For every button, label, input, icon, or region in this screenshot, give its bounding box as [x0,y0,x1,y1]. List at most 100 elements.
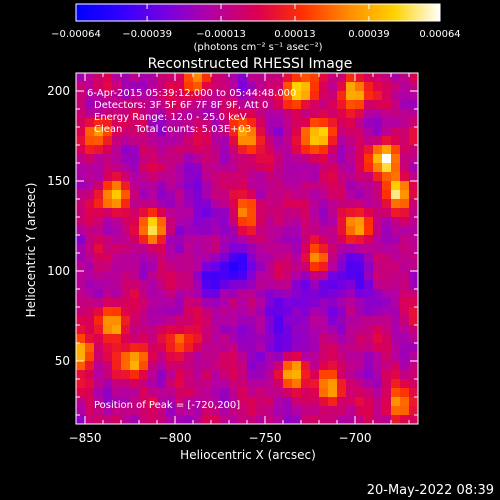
heatmap-cell [121,118,131,128]
heatmap-cell [328,136,338,146]
heatmap-cell [337,415,347,424]
heatmap-cell [256,271,266,281]
heatmap-cell [337,370,347,380]
heatmap-cell [382,190,392,200]
heatmap-cell [346,289,356,299]
peak-position-text: Position of Peak = [-720,200] [94,400,240,411]
heatmap-cell [175,136,185,146]
heatmap-cell [337,199,347,209]
heatmap-cell [130,172,140,182]
heatmap-cell [193,370,203,380]
heatmap-cell [364,325,374,335]
heatmap-cell [247,136,257,146]
heatmap-cell [247,199,257,209]
heatmap-cell [121,235,131,245]
heatmap-cell [355,298,365,308]
heatmap-cell [301,307,311,317]
heatmap-cell [301,190,311,200]
heatmap-cell [211,136,221,146]
heatmap-cell [202,154,212,164]
heatmap-cell [112,190,122,200]
heatmap-cell [193,181,203,191]
heatmap-cell [130,343,140,353]
heatmap-cell [220,361,230,371]
heatmap-cell [328,208,338,218]
heatmap-cell [220,343,230,353]
heatmap-cell [211,379,221,389]
heatmap-cell [310,370,320,380]
heatmap-cell [292,208,302,218]
heatmap-cell [238,307,248,317]
heatmap-cell [112,91,122,101]
heatmap-cell [193,208,203,218]
heatmap-cell [247,82,257,92]
heatmap-cell [355,136,365,146]
heatmap-cell [130,271,140,281]
heatmap-cell [130,100,140,110]
heatmap-cell [175,406,185,416]
heatmap-cell [400,199,410,209]
colorbar-tick-label: 0.00039 [348,29,389,40]
heatmap-cell [292,352,302,362]
heatmap-cell [292,199,302,209]
heatmap-cell [166,253,176,263]
heatmap-cell [112,136,122,146]
heatmap-cell [157,136,167,146]
heatmap-cell [319,406,329,416]
heatmap-cell [175,271,185,281]
heatmap-cell [310,199,320,209]
heatmap-cell [85,388,95,398]
heatmap-cell [85,100,95,110]
heatmap-cell [373,325,383,335]
heatmap-cell [346,82,356,92]
heatmap-cell [364,361,374,371]
heatmap-cell [76,181,86,191]
heatmap-cell [85,109,95,119]
heatmap-cell [139,244,149,254]
heatmap-cell [211,190,221,200]
heatmap-cell [184,325,194,335]
heatmap-cell [112,199,122,209]
heatmap-cell [301,172,311,182]
heatmap-cell [202,244,212,254]
heatmap-cell [319,415,329,424]
heatmap-cell [139,163,149,173]
heatmap-cell [76,217,86,227]
heatmap-cell [346,172,356,182]
heatmap-cell [193,127,203,137]
heatmap-cell [94,316,104,326]
heatmap-cell [76,145,86,155]
heatmap-cell [382,316,392,326]
heatmap-cell [85,334,95,344]
heatmap-cell [94,82,104,92]
heatmap-cell [202,379,212,389]
heatmap-cell [400,343,410,353]
heatmap-cell [202,406,212,416]
heatmap-cell [202,100,212,110]
heatmap-cell [166,397,176,407]
heatmap-cell [157,163,167,173]
heatmap-cell [229,181,239,191]
heatmap-cell [382,280,392,290]
heatmap-cell [283,145,293,155]
heatmap-cell [382,307,392,317]
heatmap-cell [121,163,131,173]
heatmap-cell [211,163,221,173]
heatmap-cell [274,190,284,200]
heatmap-cell [112,73,122,83]
heatmap-cell [193,298,203,308]
heatmap-cell [139,109,149,119]
heatmap-cell [166,352,176,362]
heatmap-cell [391,154,401,164]
heatmap-cell [148,253,158,263]
heatmap-cell [130,298,140,308]
heatmap-cell [355,343,365,353]
heatmap-cell [166,208,176,218]
heatmap-cell [166,361,176,371]
heatmap-cell [157,298,167,308]
colorbar-tick-label: 0.00013 [274,29,315,40]
heatmap-cell [139,298,149,308]
heatmap-cell [220,397,230,407]
heatmap-cell [274,307,284,317]
heatmap-cell [229,127,239,137]
